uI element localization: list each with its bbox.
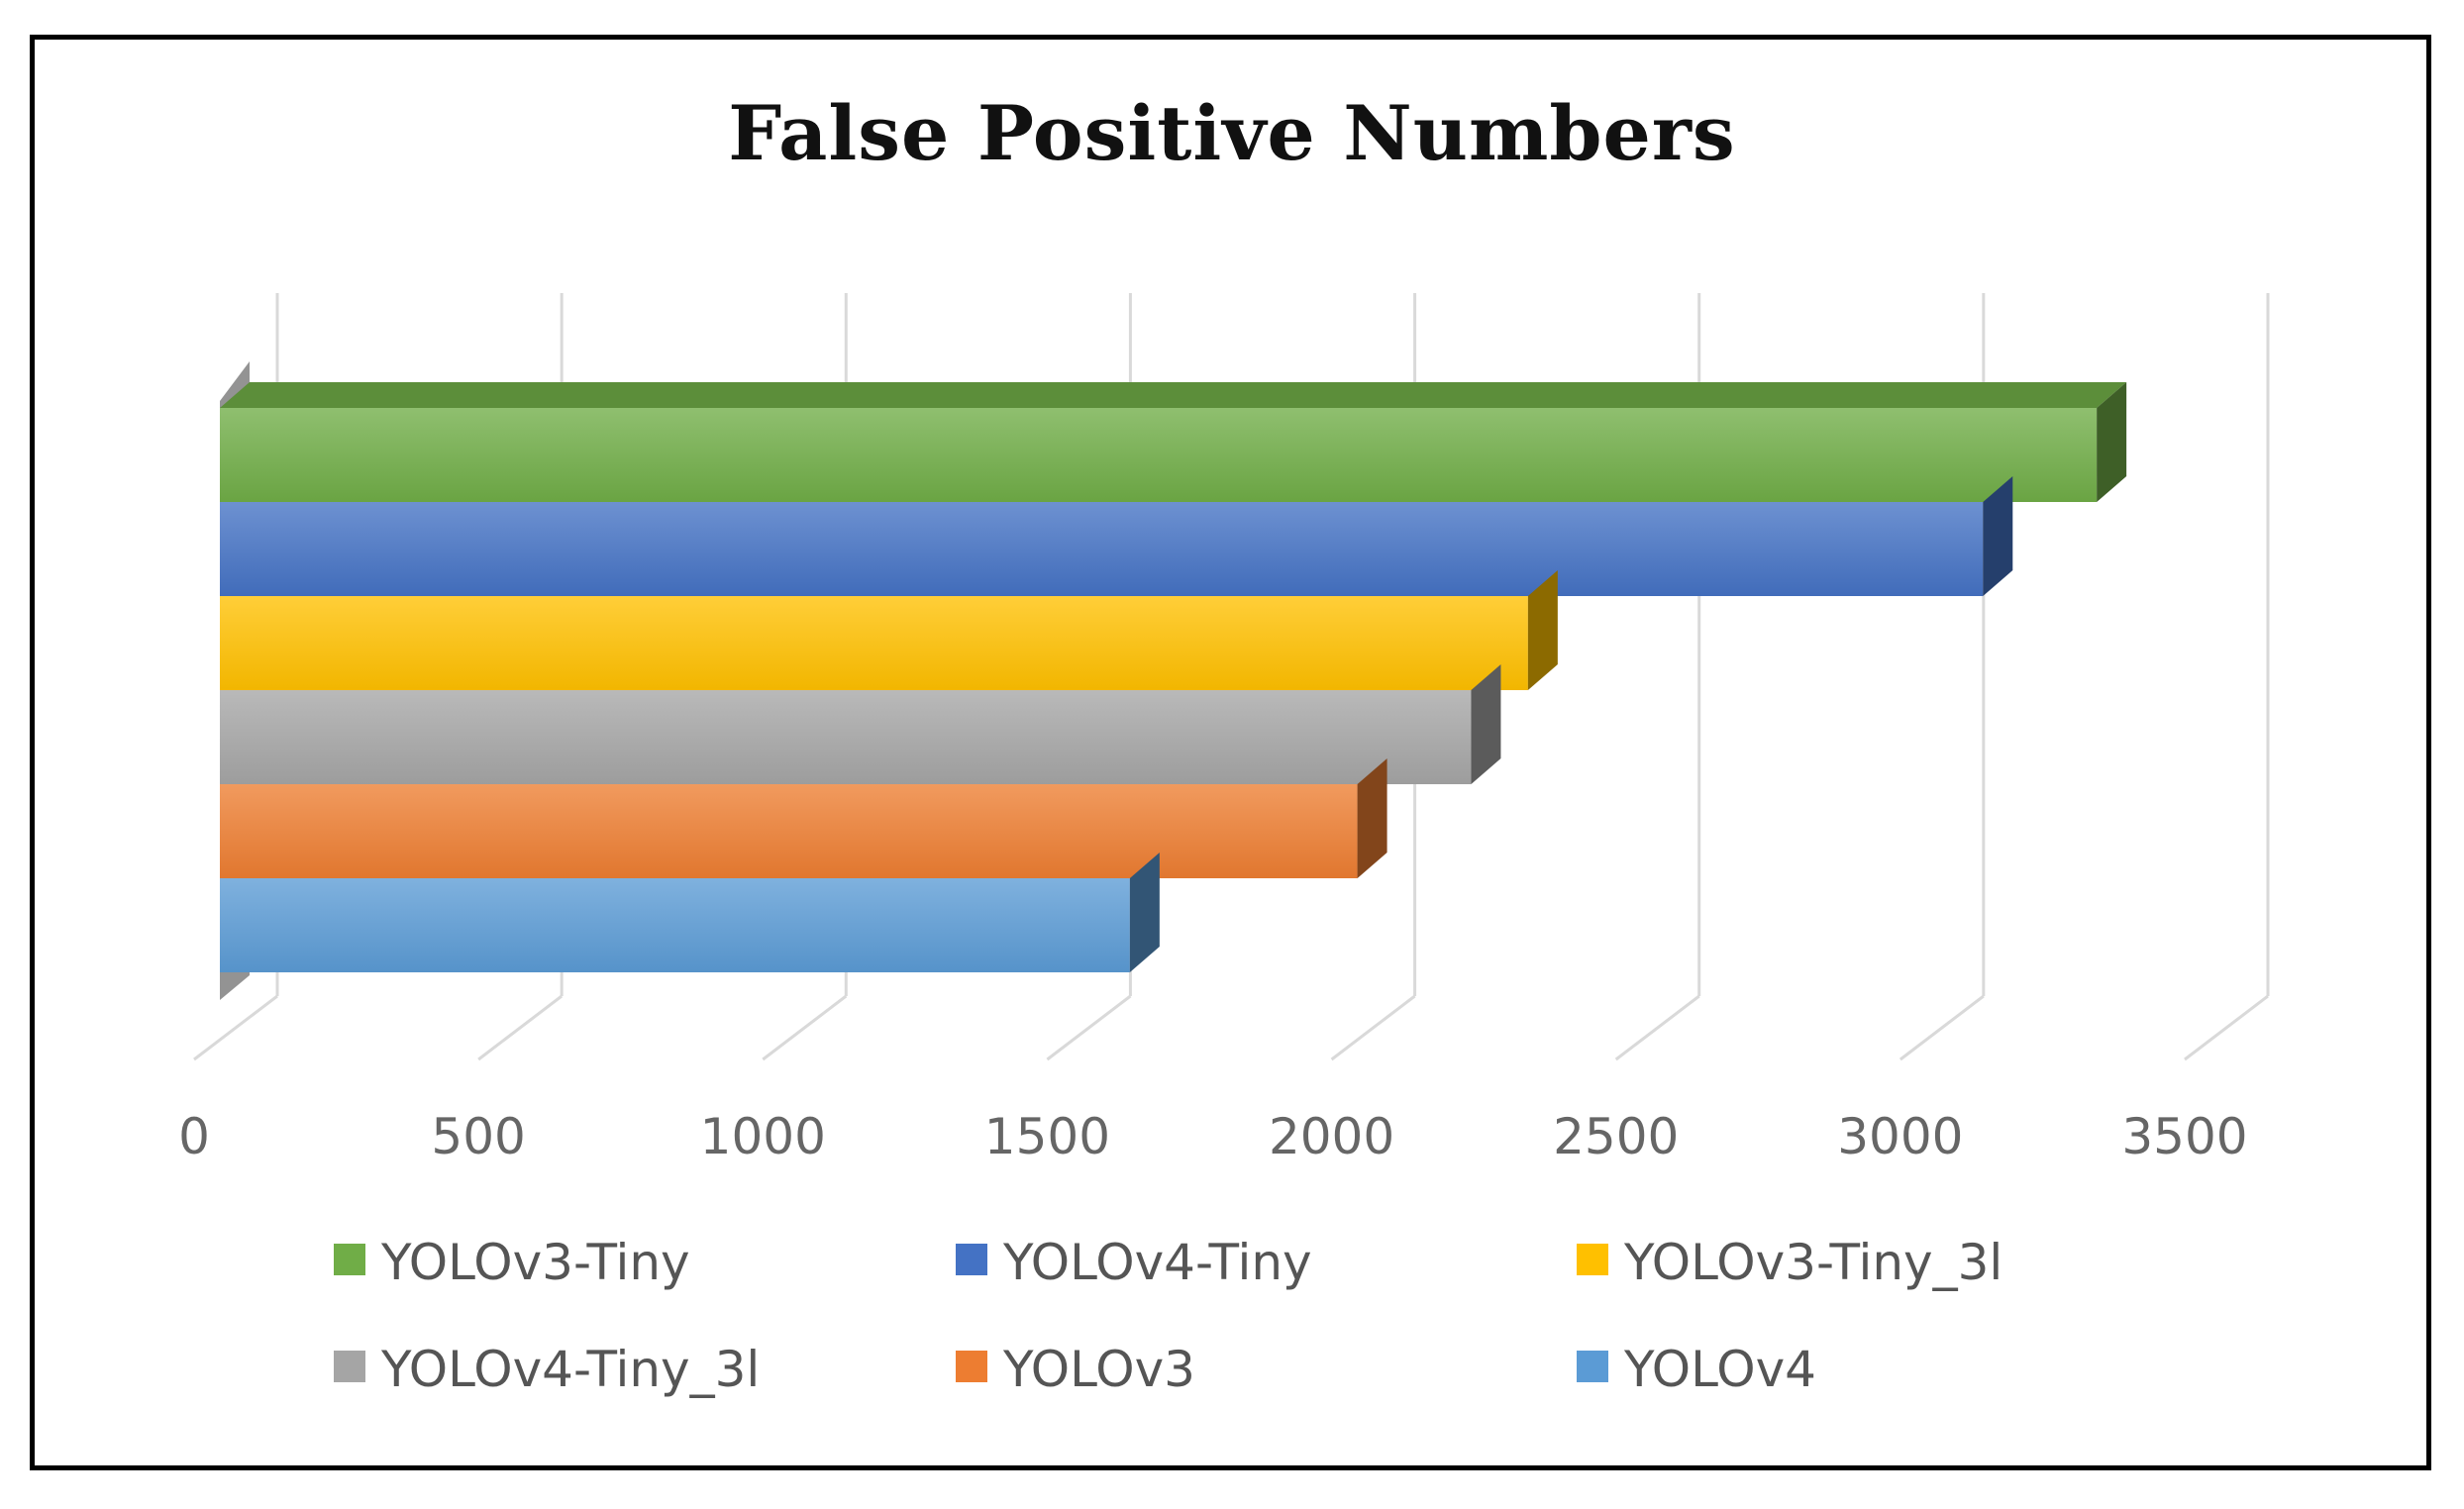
x-tick-label: 500: [431, 1108, 525, 1165]
legend-swatch: [334, 1244, 365, 1275]
legend-label: YOLOv3: [1002, 1341, 1195, 1398]
bar-YOLOv4-Tiny_3l: [220, 690, 1472, 784]
floor-gridline: [193, 994, 278, 1061]
x-tick-label: 3500: [2121, 1108, 2247, 1165]
x-tick-label: 3000: [1837, 1108, 1963, 1165]
legend-swatch: [1577, 1351, 1608, 1382]
floor-gridline: [1046, 994, 1132, 1061]
bar-side-face: [1527, 570, 1558, 690]
x-tick-label: 2000: [1269, 1108, 1394, 1165]
legend: YOLOv3-Tiny YOLOv4-Tiny YOLOv3-Tiny_3l YOLO…: [334, 1234, 2002, 1398]
bar-YOLOv4-Tiny: [220, 502, 1984, 596]
x-tick-label: 1500: [984, 1108, 1110, 1165]
bar-YOLOv3-Tiny: [220, 408, 2098, 502]
legend-label: YOLOv4-Tiny_3l: [380, 1341, 760, 1398]
floor-gridline: [477, 994, 564, 1061]
bar-side-face: [2097, 382, 2127, 502]
bars: [220, 382, 2127, 972]
legend-swatch: [956, 1244, 987, 1275]
bar-side-face: [1983, 476, 2013, 596]
floor-gridline: [2184, 994, 2269, 1061]
legend-label: YOLOv4: [1623, 1341, 1816, 1398]
x-tick-label: 0: [178, 1108, 210, 1165]
bar-YOLOv3-Tiny_3l: [220, 596, 1528, 690]
bar-side-face: [1357, 758, 1387, 878]
legend-label: YOLOv4-Tiny: [1002, 1234, 1312, 1291]
bar-YOLOv4: [220, 878, 1130, 972]
x-tick-label: 2500: [1553, 1108, 1679, 1165]
legend-label: YOLOv3-Tiny_3l: [1623, 1234, 2002, 1291]
legend-label: YOLOv3-Tiny: [380, 1234, 690, 1291]
floor-gridline: [1614, 994, 1700, 1061]
legend-swatch: [956, 1351, 987, 1382]
floor-gridline: [1330, 994, 1416, 1061]
floor-gridline: [1899, 994, 1985, 1061]
bar-top-face: [220, 382, 2127, 408]
chart-title: False Positive Numbers: [728, 89, 1736, 177]
bar-side-face: [1129, 853, 1160, 972]
floor-gridline: [762, 994, 848, 1061]
bar-YOLOv3: [220, 784, 1358, 878]
legend-swatch: [1577, 1244, 1608, 1275]
legend-swatch: [334, 1351, 365, 1382]
x-tick-label: 1000: [700, 1108, 826, 1165]
bar-side-face: [1471, 664, 1501, 784]
x-axis-ticks: 0 500 1000 1500 2000 2500 3000 3500: [178, 1108, 2248, 1165]
